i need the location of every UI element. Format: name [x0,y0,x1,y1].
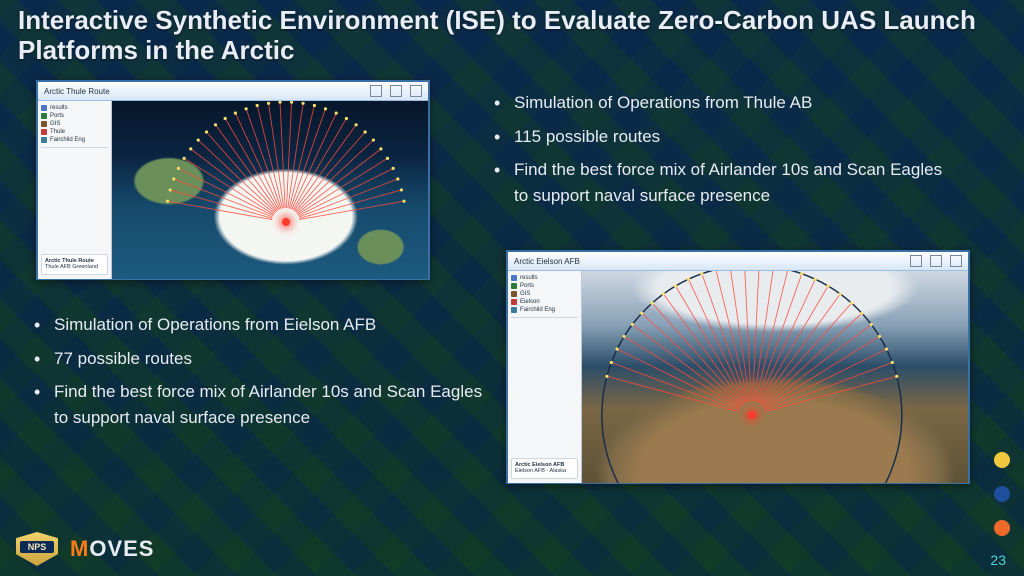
panel-sub: Thule AFB Greenland [45,264,104,271]
thumb-titlebar: Arctic Thule Route [38,82,428,101]
bullet-item: Find the best force mix of Airlander 10s… [490,157,960,208]
screenshot-thule: Arctic Thule Route results Ports GIS Thule F… [36,80,430,280]
bullet-item: 115 possible routes [490,124,960,150]
layer-item: Fairchild Eng [511,307,578,313]
panel-title: Arctic Eielson AFB [515,462,574,469]
thumb-map-arctic [112,101,428,279]
hub-icon [748,411,756,419]
layer-item: Thule [41,129,108,135]
bullets-eielson: Simulation of Operations from Eielson AF… [30,312,500,438]
layer-swatch-icon [41,105,47,111]
nps-text: NPS [20,541,54,553]
layer-item: Ports [511,283,578,289]
layer-label: Ports [50,113,64,119]
layer-item: GIS [511,291,578,297]
layer-swatch-icon [511,307,517,313]
min-icon [370,85,382,97]
layer-label: results [50,105,68,111]
route-fan-overlay [112,101,428,279]
close-icon [950,255,962,267]
min-icon [910,255,922,267]
moves-rest: OVES [89,536,154,562]
thumb-title: Arctic Thule Route [44,87,110,96]
layer-item: results [511,275,578,281]
layer-swatch-icon [41,121,47,127]
thumb-info-panel: Arctic Eielson AFB Eielson AFB · Alaska [511,458,578,479]
thumb-sidebar: results Ports GIS Eielson Fairchild Eng Arct… [508,271,582,483]
accent-dots [994,452,1010,536]
layer-swatch-icon [511,275,517,281]
bullet-item: Simulation of Operations from Eielson AF… [30,312,500,338]
layer-label: Eielson [520,299,540,305]
max-icon [930,255,942,267]
route-fan-overlay [582,271,968,483]
thumb-titlebar: Arctic Eielson AFB [508,252,968,271]
layer-label: Fairchild Eng [520,307,555,313]
bullet-item: 77 possible routes [30,346,500,372]
layer-swatch-icon [511,299,517,305]
page-number: 23 [990,552,1006,568]
layer-label: GIS [520,291,530,297]
layer-swatch-icon [511,283,517,289]
layer-swatch-icon [41,113,47,119]
moves-m: M [70,536,89,562]
moves-logo-icon: MOVES [70,536,154,562]
slide-title: Interactive Synthetic Environment (ISE) … [18,6,978,66]
thumb-map-alaska [582,271,968,483]
hub-icon [282,218,290,226]
thumb-sidebar: results Ports GIS Thule Fairchild Eng Arctic… [38,101,112,279]
layer-swatch-icon [511,291,517,297]
layer-item: Fairchild Eng [41,137,108,143]
nps-logo-icon: NPS [16,532,58,566]
slide-root: Interactive Synthetic Environment (ISE) … [0,0,1024,576]
close-icon [410,85,422,97]
panel-sub: Eielson AFB · Alaska [515,468,574,475]
layer-label: Ports [520,283,534,289]
layer-swatch-icon [41,137,47,143]
layer-item: Ports [41,113,108,119]
bullets-thule: Simulation of Operations from Thule AB 11… [490,90,960,216]
thumb-info-panel: Arctic Thule Route Thule AFB Greenland [41,254,108,275]
layer-item: results [41,105,108,111]
bullet-item: Simulation of Operations from Thule AB [490,90,960,116]
dot-orange-icon [994,520,1010,536]
bullet-item: Find the best force mix of Airlander 10s… [30,379,500,430]
thumb-content: results Ports GIS Eielson Fairchild Eng Arct… [508,271,968,483]
layer-swatch-icon [41,129,47,135]
layer-label: results [520,275,538,281]
layer-label: Thule [50,129,65,135]
max-icon [390,85,402,97]
layer-label: Fairchild Eng [50,137,85,143]
thumb-title: Arctic Eielson AFB [514,257,580,266]
dot-blue-icon [994,486,1010,502]
layer-label: GIS [50,121,60,127]
screenshot-eielson: Arctic Eielson AFB results Ports GIS Eielso… [506,250,970,484]
footer-logos: NPS MOVES [16,532,154,566]
panel-title: Arctic Thule Route [45,258,104,265]
thumb-content: results Ports GIS Thule Fairchild Eng Arctic… [38,101,428,279]
dot-yellow-icon [994,452,1010,468]
layer-item: Eielson [511,299,578,305]
layer-item: GIS [41,121,108,127]
